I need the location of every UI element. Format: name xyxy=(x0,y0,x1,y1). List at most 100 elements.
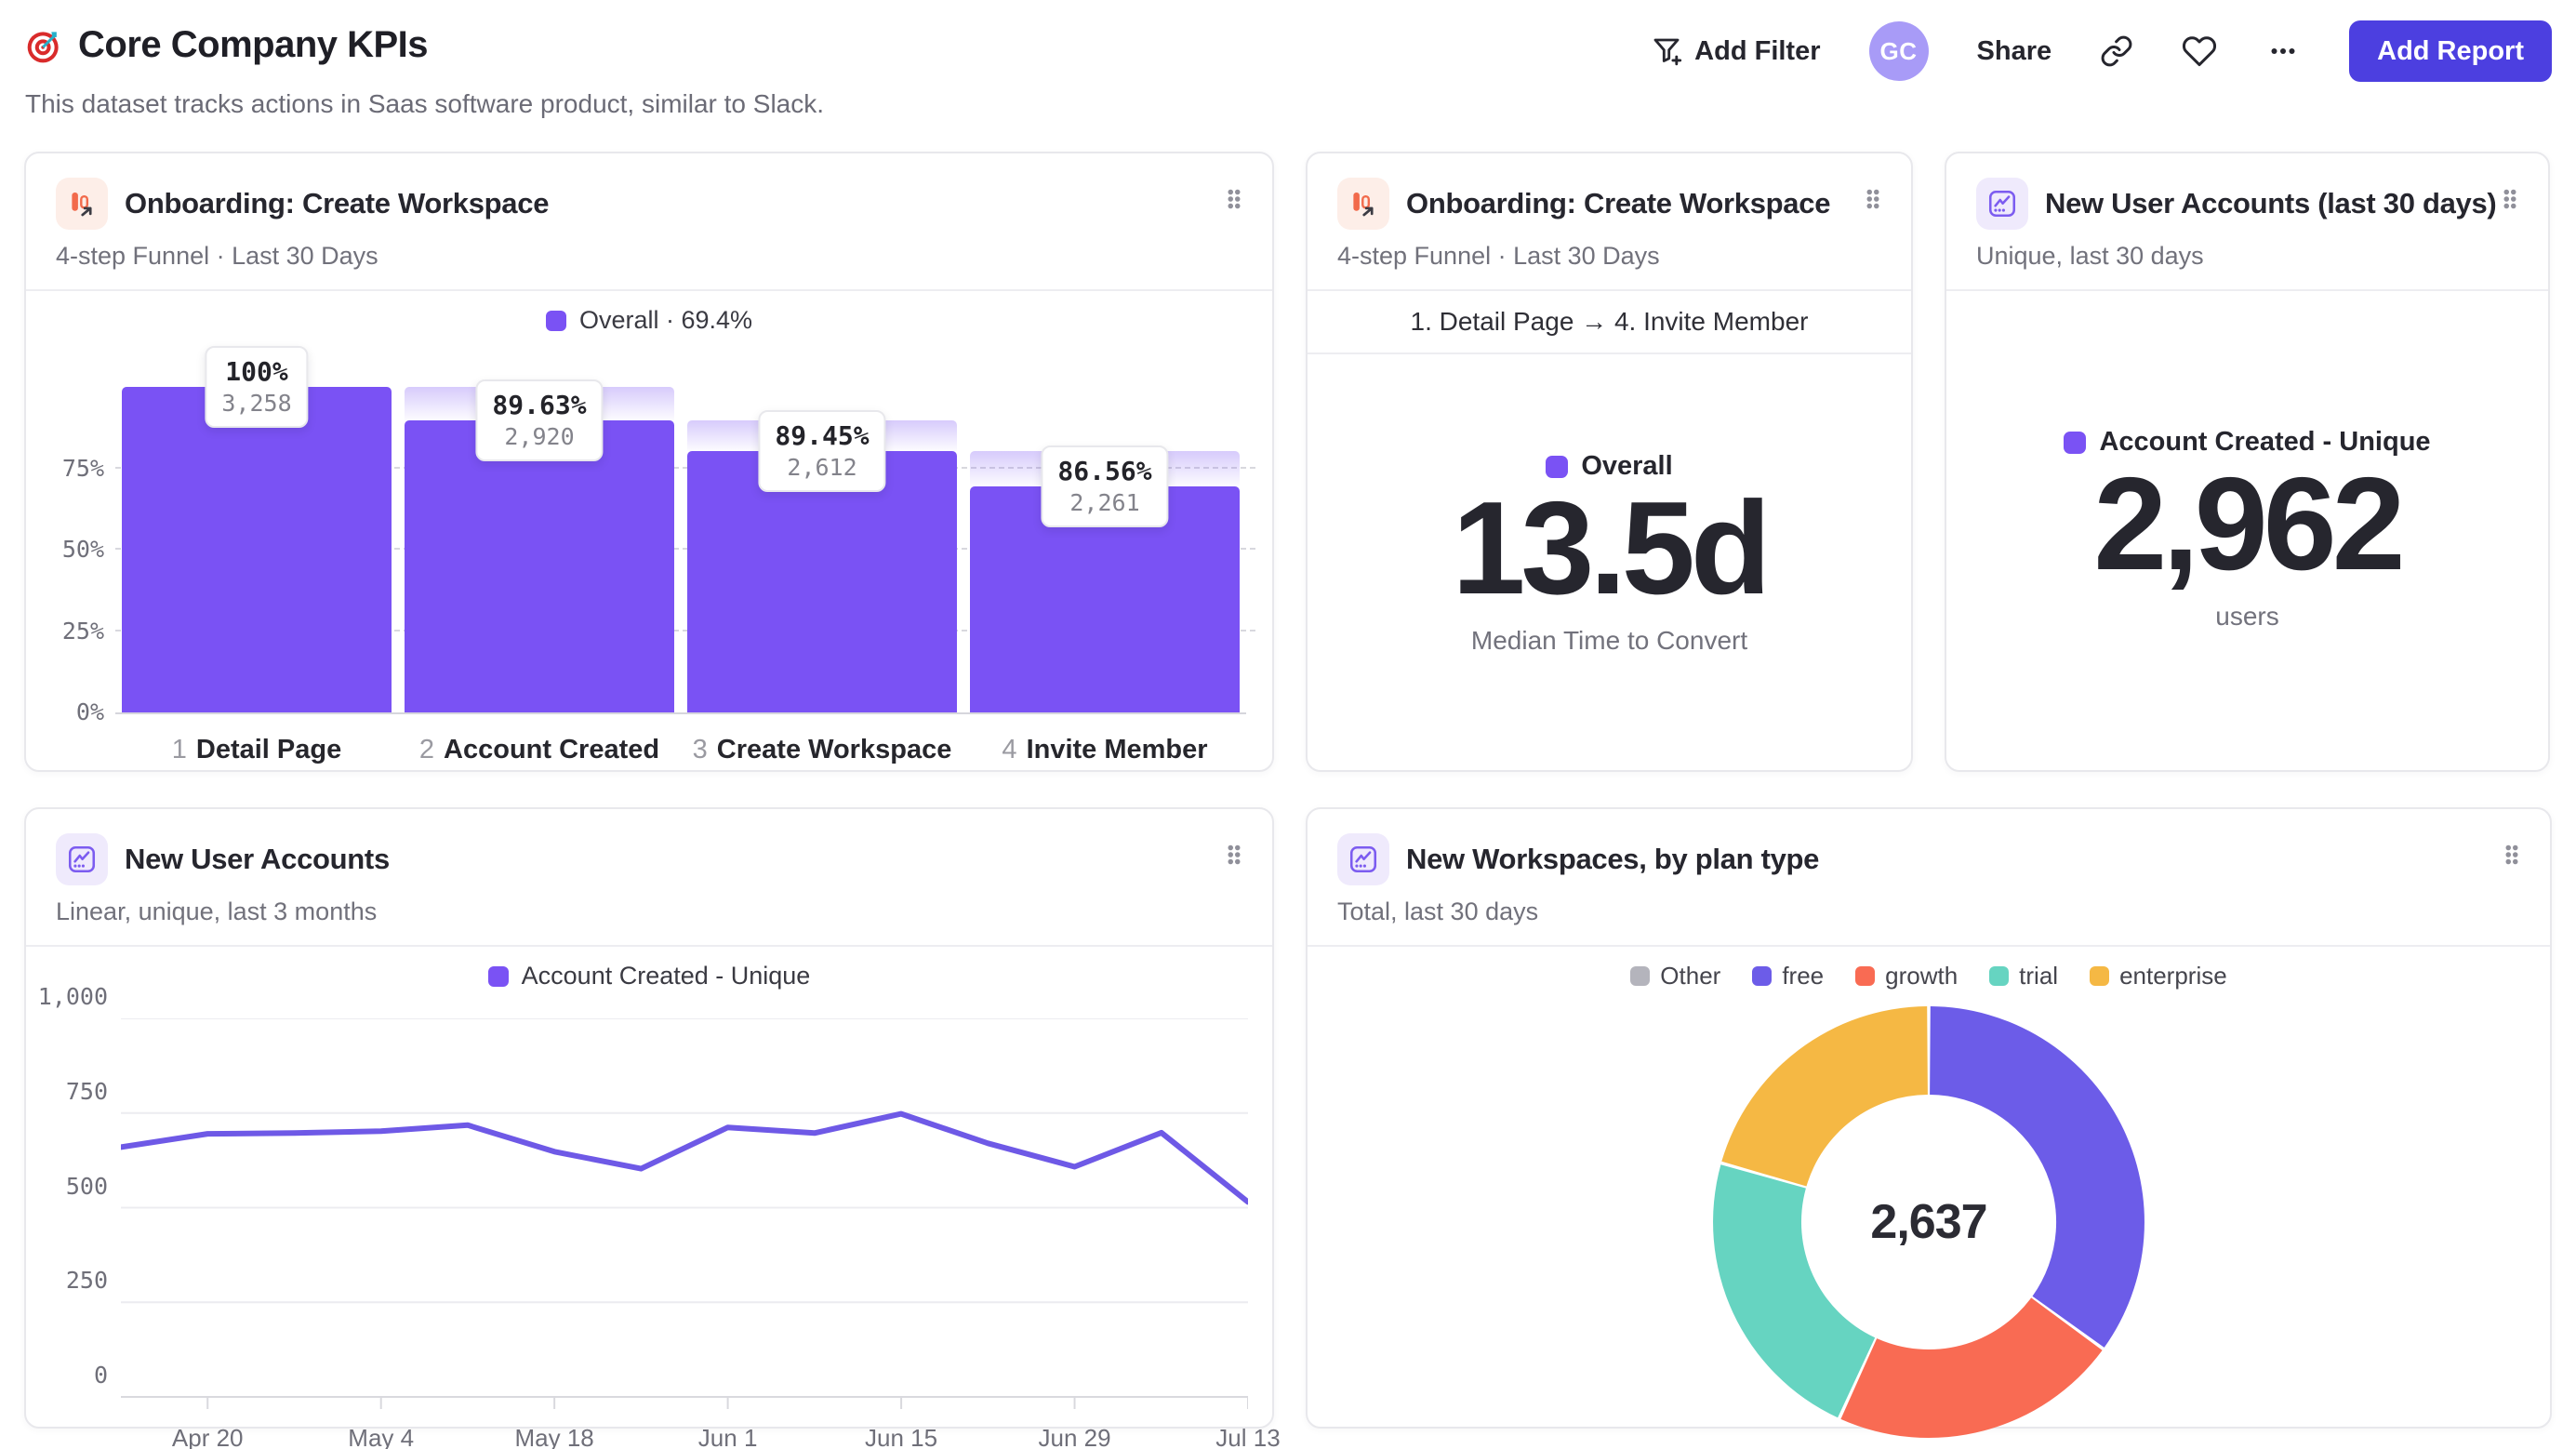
avatar[interactable]: GC xyxy=(1868,21,1929,81)
card-title: New User Accounts xyxy=(125,843,390,875)
drag-handle-icon[interactable] xyxy=(1220,185,1248,218)
y-tick-label: 50% xyxy=(61,536,104,563)
donut-slice-enterprise[interactable] xyxy=(1721,1006,1928,1187)
legend-swatch xyxy=(1989,966,2010,986)
funnel-step-column[interactable]: 86.56% 2,261 xyxy=(963,387,1246,712)
donut-slice-trial[interactable] xyxy=(1713,1164,1876,1418)
line-series[interactable] xyxy=(118,1110,1251,1205)
card-onboarding-funnel: Onboarding: Create Workspace 4-step Funn… xyxy=(24,152,1274,772)
card-subtitle: 4-step Funnel · Last 30 Days xyxy=(56,242,378,270)
funnel-bar[interactable] xyxy=(405,420,674,712)
filter-plus-icon xyxy=(1650,34,1683,68)
legend-swatch xyxy=(2090,966,2110,986)
drag-handle-icon[interactable] xyxy=(2496,185,2524,218)
x-tick-label: May 4 xyxy=(348,1424,415,1449)
funnel-step-label: 1 Detail Page xyxy=(171,735,342,764)
legend-swatch xyxy=(1855,966,1876,986)
card-header: Onboarding: Create Workspace 4-step Funn… xyxy=(1308,153,1911,291)
legend-item-trial[interactable]: trial xyxy=(1989,962,2058,990)
funnel-y-axis: 0% 25% 50% 75% xyxy=(54,387,115,725)
link-icon xyxy=(2100,34,2133,68)
card-subtitle: Total, last 30 days xyxy=(1337,897,1539,925)
cards-row-1: Onboarding: Create Workspace 4-step Funn… xyxy=(24,152,2550,772)
page-subtitle: This dataset tracks actions in Saas soft… xyxy=(25,89,825,118)
line-chart: 0 250 500 750 1,000 xyxy=(38,985,1251,1418)
legend-label: Other xyxy=(1660,962,1721,990)
header-actions: Add Filter GC Share xyxy=(1650,20,2552,82)
funnel-step-label: 3 Create Workspace xyxy=(692,735,952,764)
metric-caption: users xyxy=(2215,601,2279,631)
card-title: Onboarding: Create Workspace xyxy=(1406,187,1831,219)
legend-label: enterprise xyxy=(2119,962,2227,990)
donut-slice-growth[interactable] xyxy=(1840,1297,2103,1439)
card-header: New User Accounts (last 30 days) Unique,… xyxy=(1946,153,2548,291)
legend-item-growth[interactable]: growth xyxy=(1855,962,1958,990)
insights-report-icon xyxy=(56,833,108,885)
donut-slice-free[interactable] xyxy=(1930,1006,2144,1348)
funnel-plot[interactable]: 100% 3,258 89.63% 2,920 89.45% 2,612 86.56% 2,2… xyxy=(115,346,1255,714)
funnel-step-column[interactable]: 100% 3,258 xyxy=(115,346,398,712)
legend-label: Overall · 69.4% xyxy=(578,306,753,334)
y-tick-label: 500 xyxy=(65,1172,108,1200)
funnel-legend: Overall · 69.4% xyxy=(26,306,1272,335)
more-menu-button[interactable] xyxy=(2265,33,2301,69)
y-tick-label: 75% xyxy=(61,454,104,482)
gridline xyxy=(115,629,1255,631)
card-header: New User Accounts Linear, unique, last 3… xyxy=(26,809,1272,947)
y-tick-label: 250 xyxy=(65,1267,108,1295)
metric-block: Account Created - Unique 2,962 users xyxy=(1946,427,2548,631)
legend-swatch xyxy=(487,965,509,987)
legend-item-free[interactable]: free xyxy=(1752,962,1824,990)
funnel-x-axis: 1 Detail Page 2 Account Created 3 Create Work… xyxy=(115,735,1246,765)
legend-label: Account Created - Unique xyxy=(2099,427,2431,457)
legend-label: growth xyxy=(1885,962,1959,990)
funnel-step-range: 1. Detail Page → 4. Invite Member xyxy=(1308,291,1911,354)
gridline xyxy=(115,548,1255,550)
page-title: Core Company KPIs xyxy=(78,24,429,65)
insights-report-icon xyxy=(1976,178,2028,230)
ellipsis-icon xyxy=(2265,33,2301,69)
funnel-bar[interactable] xyxy=(687,451,957,712)
x-tick-label: Jul 13 xyxy=(1215,1424,1281,1449)
y-tick-label: 750 xyxy=(65,1077,108,1105)
line-plot[interactable] xyxy=(118,1017,1251,1418)
share-button[interactable]: Share xyxy=(1976,35,2052,66)
y-tick-label: 1,000 xyxy=(37,983,108,1010)
drag-handle-icon[interactable] xyxy=(1220,841,1248,873)
legend-item-other[interactable]: Other xyxy=(1630,962,1720,990)
legend-swatch xyxy=(1752,966,1773,986)
funnel-step-label: 2 Account Created xyxy=(418,735,660,764)
x-tick-label: Jun 29 xyxy=(1038,1424,1111,1449)
legend-item-enterprise[interactable]: enterprise xyxy=(2090,962,2227,990)
drag-handle-icon[interactable] xyxy=(2498,841,2526,873)
funnel-chart: 0% 25% 50% 75% 100% 3,258 89.63% 2,920 89.45% 2,… xyxy=(54,346,1255,725)
legend-swatch xyxy=(1630,966,1651,986)
funnel-step-column[interactable]: 89.63% 2,920 xyxy=(398,379,681,712)
drag-handle-icon[interactable] xyxy=(1859,185,1887,218)
card-header: New Workspaces, by plan type Total, last… xyxy=(1308,809,2550,947)
card-new-workspaces-donut: New Workspaces, by plan type Total, last… xyxy=(1306,807,2552,1439)
card-subtitle: 4-step Funnel · Last 30 Days xyxy=(1337,242,1660,270)
funnel-bar[interactable] xyxy=(122,387,392,712)
metric-value: 13.5d xyxy=(1452,474,1771,622)
funnel-bar-label: 89.63% 2,920 xyxy=(475,379,604,462)
metric-caption: Median Time to Convert xyxy=(1470,625,1748,655)
legend-swatch xyxy=(2064,431,2087,454)
favorite-button[interactable] xyxy=(2182,33,2217,69)
legend-label: Account Created - Unique xyxy=(521,962,811,990)
target-icon xyxy=(24,25,65,66)
metric-block: Overall 13.5d Median Time to Convert xyxy=(1308,451,1911,656)
copy-link-button[interactable] xyxy=(2100,34,2133,68)
donut-legend: Other free growth trial enterprise xyxy=(1308,962,2550,990)
y-tick-label: 0 xyxy=(93,1362,108,1389)
page-header: Core Company KPIs This dataset tracks ac… xyxy=(0,0,2576,140)
donut-chart[interactable]: 2,637 xyxy=(1710,1004,2147,1441)
funnel-step-column[interactable]: 89.45% 2,612 xyxy=(681,387,963,712)
cards-row-2: New User Accounts Linear, unique, last 3… xyxy=(24,807,2552,1449)
insights-report-icon xyxy=(1337,833,1389,885)
add-filter-button[interactable]: Add Filter xyxy=(1650,34,1821,68)
funnel-bar-label: 89.45% 2,612 xyxy=(758,410,886,493)
add-report-button[interactable]: Add Report xyxy=(2349,20,2552,82)
funnel-bar-label: 86.56% 2,261 xyxy=(1041,445,1169,528)
line-y-axis: 0 250 500 750 1,000 xyxy=(38,985,121,1397)
